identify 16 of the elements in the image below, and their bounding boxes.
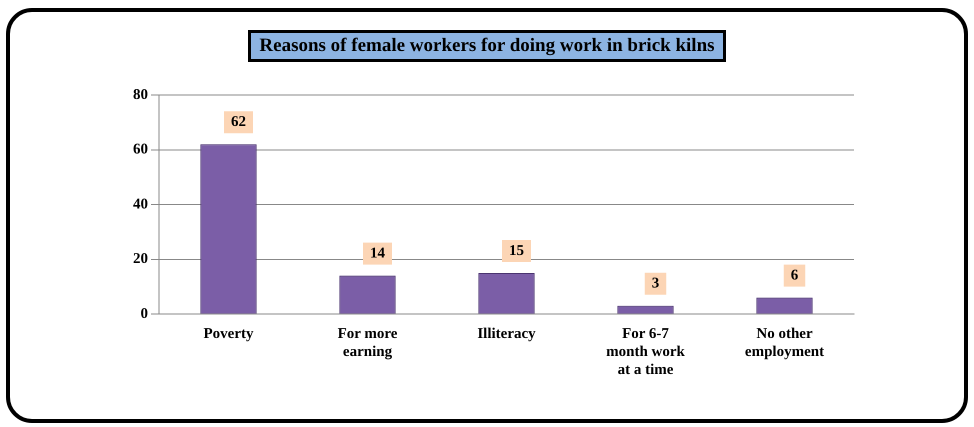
- x-tick-label: For 6-7 month work at a time: [606, 326, 686, 378]
- x-tick-label: Illiteracy: [477, 326, 536, 342]
- y-tick-label: 80: [133, 86, 148, 103]
- y-tick-label: 60: [133, 142, 148, 158]
- y-tick-label: 40: [133, 196, 148, 212]
- y-tick-label: 0: [140, 306, 148, 322]
- data-label: 6: [790, 267, 799, 284]
- data-label: 3: [652, 276, 660, 292]
- x-tick-label: Poverty: [204, 326, 254, 342]
- data-label: 62: [231, 114, 246, 130]
- data-label: 14: [370, 246, 386, 262]
- y-tick-label: 20: [133, 251, 148, 268]
- data-label: 15: [509, 242, 524, 259]
- chart-title: Reasons of female workers for doing work in brick kilns: [248, 30, 726, 62]
- x-tick-label: No other employment: [744, 326, 824, 360]
- x-tick-label: For more earning: [338, 326, 398, 360]
